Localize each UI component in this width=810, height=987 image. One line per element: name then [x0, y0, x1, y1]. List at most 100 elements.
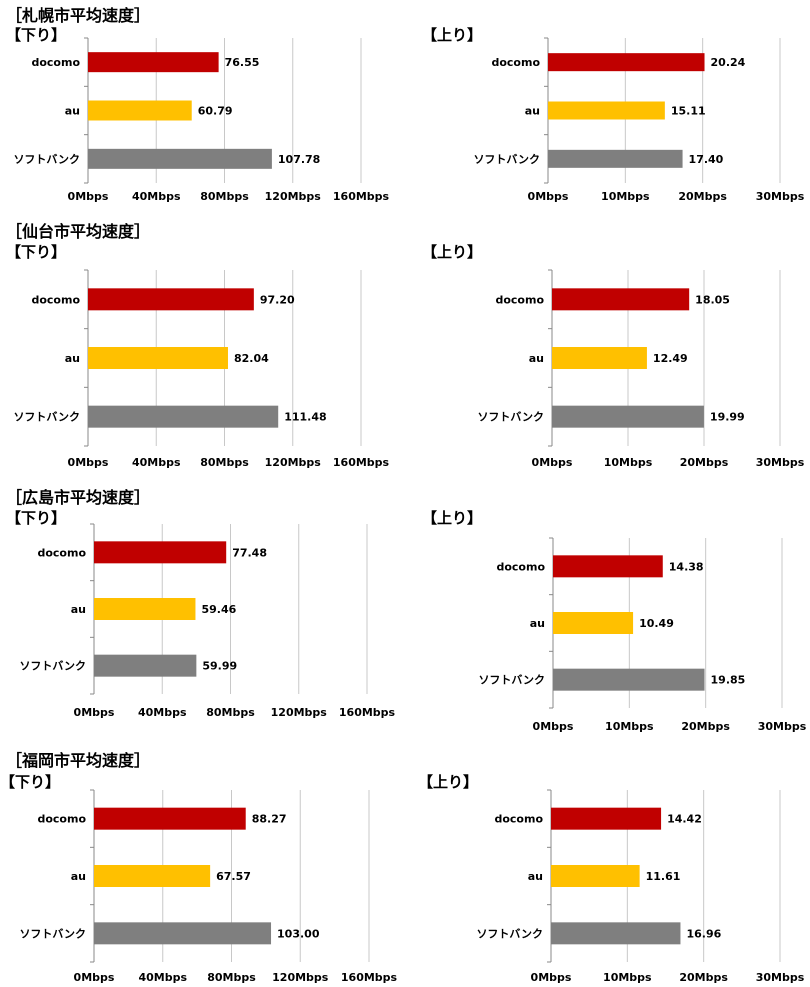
value-label: 12.49	[653, 352, 688, 365]
tick-label: 80Mbps	[200, 456, 249, 469]
category-label: au	[65, 105, 80, 118]
bar-au	[88, 347, 228, 369]
tick-label: 120Mbps	[265, 456, 322, 469]
tick-label: 40Mbps	[138, 971, 187, 984]
value-label: 77.48	[232, 546, 267, 559]
bar-docomo	[553, 555, 663, 578]
tick-label: 20Mbps	[678, 190, 727, 203]
tick-label: 30Mbps	[756, 190, 805, 203]
tick-label: 160Mbps	[341, 971, 398, 984]
tick-label: 10Mbps	[605, 720, 654, 733]
tick-label: 40Mbps	[132, 190, 181, 203]
value-label: 82.04	[234, 352, 269, 365]
up-label-sapporo: 【上り】	[422, 26, 483, 44]
tick-label: 10Mbps	[601, 190, 650, 203]
tick-label: 80Mbps	[206, 706, 255, 719]
bar-au	[94, 598, 196, 620]
up-label-sendai: 【上り】	[422, 243, 483, 261]
tick-label: 80Mbps	[200, 190, 249, 203]
category-label: ソフトバンク	[476, 927, 543, 940]
bar-ソフトバンク	[88, 148, 272, 169]
category-label: docomo	[495, 293, 544, 306]
down-label-sendai: 【下り】	[6, 243, 67, 261]
tick-label: 120Mbps	[271, 706, 328, 719]
tick-label: 80Mbps	[207, 971, 256, 984]
bar-docomo	[88, 288, 254, 311]
down-label-sapporo: 【下り】	[6, 26, 67, 44]
bar-docomo	[551, 807, 662, 830]
category-label: docomo	[31, 293, 80, 306]
category-label: au	[530, 617, 545, 630]
value-label: 19.85	[711, 674, 746, 687]
tick-label: 10Mbps	[603, 971, 652, 984]
bar-ソフトバンク	[551, 922, 681, 945]
section-title-fukuoka: ［福岡市平均速度］	[6, 751, 151, 770]
value-label: 59.99	[202, 660, 237, 673]
bar-ソフトバンク	[88, 405, 279, 428]
bar-ソフトバンク	[94, 922, 272, 945]
value-label: 111.48	[284, 411, 326, 424]
category-label: au	[65, 352, 80, 365]
category-label: au	[525, 105, 540, 118]
category-label: docomo	[37, 813, 86, 826]
bar-au	[551, 865, 640, 887]
tick-label: 0Mbps	[68, 456, 109, 469]
category-label: ソフトバンク	[19, 660, 86, 673]
value-label: 97.20	[260, 293, 295, 306]
category-label: ソフトバンク	[13, 411, 80, 424]
tick-label: 0Mbps	[74, 706, 115, 719]
bar-docomo	[548, 53, 705, 72]
value-label: 14.38	[669, 560, 704, 573]
bar-au	[553, 612, 634, 634]
tick-label: 30Mbps	[756, 456, 805, 469]
up-label-fukuoka: 【上り】	[418, 773, 479, 791]
category-label: ソフトバンク	[478, 674, 545, 687]
value-label: 16.96	[686, 927, 721, 940]
value-label: 10.49	[639, 617, 674, 630]
value-label: 59.46	[201, 603, 236, 616]
category-label: docomo	[491, 56, 540, 69]
section-title-sapporo: ［札幌市平均速度］	[6, 6, 151, 25]
category-label: ソフトバンク	[477, 411, 544, 424]
bar-au	[88, 100, 192, 121]
tick-label: 0Mbps	[533, 720, 574, 733]
value-label: 14.42	[667, 813, 702, 826]
category-label: ソフトバンク	[13, 153, 80, 166]
bar-docomo	[94, 807, 246, 830]
tick-label: 120Mbps	[272, 971, 329, 984]
tick-label: 160Mbps	[339, 706, 396, 719]
tick-label: 160Mbps	[333, 456, 390, 469]
tick-label: 0Mbps	[74, 971, 115, 984]
value-label: 60.79	[198, 105, 233, 118]
bar-docomo	[94, 541, 227, 564]
value-label: 107.78	[278, 153, 320, 166]
bar-docomo	[88, 52, 219, 73]
tick-label: 20Mbps	[680, 456, 729, 469]
category-label: docomo	[31, 56, 80, 69]
bar-au	[548, 101, 665, 120]
value-label: 20.24	[711, 56, 746, 69]
category-label: au	[529, 352, 544, 365]
category-label: ソフトバンク	[19, 927, 86, 940]
tick-label: 20Mbps	[679, 971, 728, 984]
category-label: docomo	[494, 813, 543, 826]
tick-label: 30Mbps	[758, 720, 807, 733]
tick-label: 30Mbps	[756, 971, 805, 984]
value-label: 103.00	[277, 927, 320, 940]
up-label-hiroshima: 【上り】	[422, 509, 483, 527]
bar-ソフトバンク	[553, 668, 705, 691]
value-label: 15.11	[671, 105, 706, 118]
section-title-sendai: ［仙台市平均速度］	[6, 222, 151, 241]
bar-au	[552, 347, 647, 369]
section-title-hiroshima: ［広島市平均速度］	[6, 488, 151, 507]
category-label: au	[71, 870, 86, 883]
tick-label: 10Mbps	[604, 456, 653, 469]
tick-label: 0Mbps	[531, 971, 572, 984]
value-label: 18.05	[695, 293, 730, 306]
